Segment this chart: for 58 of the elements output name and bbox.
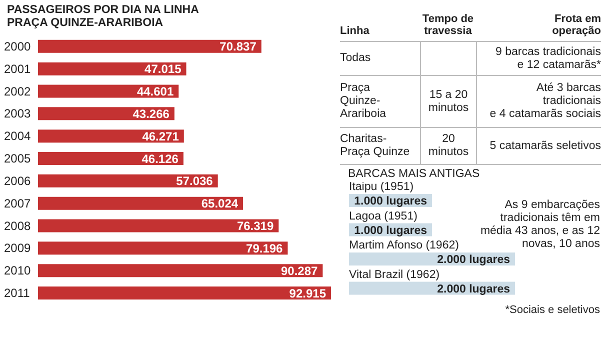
y-tick-label: 2008 xyxy=(4,218,32,233)
y-tick-label: Vital Brazil (1962) xyxy=(349,268,440,281)
bar xyxy=(38,152,184,166)
data-label: 90.287 xyxy=(281,264,318,278)
data-label: 65.024 xyxy=(201,196,238,211)
y-tick-label: 2005 xyxy=(4,152,32,166)
text: Todas xyxy=(340,51,372,66)
y-tick-label: Lagoa (1951) xyxy=(349,210,418,222)
annotation: As 9 embarcações tradicionais têm em média 43 anos, e as 12 novas, 10 anos xyxy=(479,199,600,251)
bar xyxy=(38,174,218,188)
y-tick-label: 2009 xyxy=(4,241,32,256)
text: Linha xyxy=(340,24,370,39)
bar xyxy=(38,84,179,98)
data-label: 2.000 lugares xyxy=(437,283,510,296)
text: Charitas- Praça Quinze xyxy=(340,132,411,160)
data-label: 79.196 xyxy=(246,241,284,256)
y-tick-label: 2006 xyxy=(4,174,32,188)
data-label: 44.601 xyxy=(136,84,174,99)
data-label: 46.271 xyxy=(142,129,180,144)
bar xyxy=(38,219,279,232)
y-tick-label: 2000 xyxy=(4,39,32,54)
bar xyxy=(38,242,288,255)
chart-title: BARCAS MAIS ANTIGAS xyxy=(348,168,480,180)
text: *Sociais e seletivos xyxy=(505,304,600,316)
data-label: 46.126 xyxy=(142,152,179,166)
data-label: 1.000 lugares xyxy=(354,196,427,208)
y-tick-label: 2010 xyxy=(4,264,32,278)
y-tick-label: Martim Afonso (1962) xyxy=(349,240,460,252)
text: 5 catamarãs seletivos xyxy=(476,128,601,164)
bar xyxy=(38,130,184,143)
text: Praça Quinze- Arariboia xyxy=(340,81,388,122)
data-label: 2.000 lugares xyxy=(437,254,510,266)
y-tick-label: 2003 xyxy=(4,106,32,121)
data-label: 1.000 lugares xyxy=(354,224,427,237)
y-tick-label: 2001 xyxy=(4,62,32,76)
data-label: 57.036 xyxy=(176,174,214,188)
data-label: 92.915 xyxy=(289,286,326,300)
text: Frota em operação xyxy=(551,12,601,39)
bar xyxy=(38,40,262,53)
y-tick-label: 2011 xyxy=(4,286,30,300)
data-label: 43.266 xyxy=(132,106,170,121)
text: Tempo de travessia xyxy=(421,12,475,39)
chart-title: PASSAGEIROS POR DIA NA LINHA PRAÇA QUINZE-ARARIBOIA xyxy=(7,4,199,30)
bar xyxy=(38,264,323,278)
bar xyxy=(38,286,331,300)
y-tick-label: 2002 xyxy=(4,84,32,98)
text: Até 3 barcas tradicionais e 4 catamarãs sociais xyxy=(476,76,601,127)
data-label: 76.319 xyxy=(236,219,274,234)
y-tick-label: 2007 xyxy=(4,196,32,210)
data-label: 70.837 xyxy=(220,40,257,54)
text: 9 barcas tradicionais e 12 catamarãs* xyxy=(476,42,601,75)
data-label: 47.015 xyxy=(144,62,182,76)
y-tick-label: 2004 xyxy=(4,129,32,144)
text: 15 a 20 minutos xyxy=(420,76,476,127)
text: 20 minutos xyxy=(420,128,476,164)
bar xyxy=(38,62,186,76)
bar xyxy=(38,196,244,210)
y-tick-label: Itaipu (1951) xyxy=(349,181,414,193)
